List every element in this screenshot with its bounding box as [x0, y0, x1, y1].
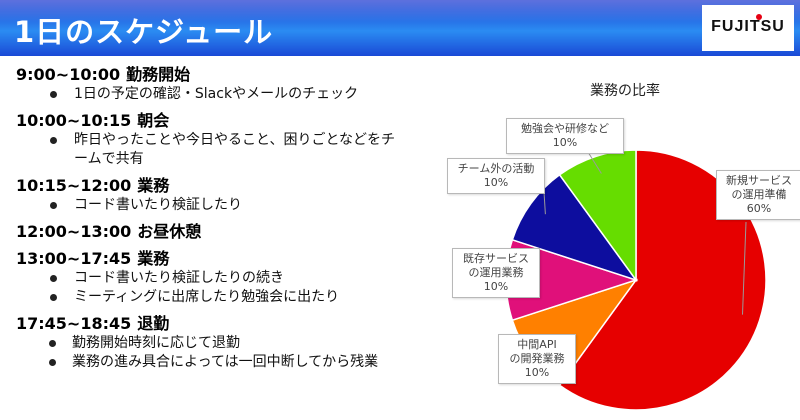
pie-data-label: チーム外の活動 10%: [447, 158, 545, 194]
schedule-item: 勤務開始時刻に応じて退勤: [16, 334, 436, 353]
bullet-icon: [49, 359, 56, 366]
pie-data-label: 既存サービス の運用業務 10%: [452, 248, 540, 298]
bullet-icon: [49, 340, 56, 347]
bullet-icon: [50, 91, 57, 98]
logo-text: FUJITSU: [711, 18, 785, 35]
pie-slice: [558, 149, 767, 411]
bullet-icon: [50, 202, 57, 209]
schedule-time: 10:00~10:15 朝会: [16, 111, 170, 130]
bullet-icon: [50, 137, 57, 144]
schedule-list: 9:00~10:00 勤務開始 1日の予定の確認・Slackやメールのチェック 1…: [16, 64, 436, 372]
schedule-item: コード書いたり検証したりの続き: [16, 269, 436, 288]
pie-data-label: 新規サービス の運用準備 60%: [716, 170, 800, 220]
pie-slice: [511, 173, 638, 282]
schedule-time: 13:00~17:45 業務: [16, 249, 170, 268]
pie-data-label: 勉強会や研修など 10%: [506, 118, 624, 154]
schedule-time: 10:15~12:00 業務: [16, 176, 170, 195]
page-title: 1日のスケジュール: [14, 15, 274, 49]
schedule-item: コード書いたり検証したり: [16, 196, 436, 215]
leader-line: [587, 151, 602, 174]
schedule-item: ミーティングに出席したり勉強会に出たり: [16, 288, 436, 307]
header-bar: 1日のスケジュール FUJITSU: [0, 0, 800, 56]
leader-line: [742, 221, 747, 315]
logo-dot-icon: [756, 14, 762, 20]
chart-title: 業務の比率: [590, 83, 660, 99]
schedule-item: 昨日やったことや今日やること、困りごとなどをチームで共有: [16, 131, 404, 169]
schedule-item: 業務の進み具合によっては一回中断してから残業: [16, 353, 436, 372]
bullet-icon: [50, 294, 57, 301]
fujitsu-logo: FUJITSU: [702, 5, 794, 51]
bullet-icon: [50, 275, 57, 282]
schedule-time: 17:45~18:45 退勤: [16, 314, 170, 333]
schedule-time: 9:00~10:00 勤務開始: [16, 65, 191, 84]
schedule-item: 1日の予定の確認・Slackやメールのチェック: [16, 85, 436, 104]
pie-slice: [558, 149, 637, 283]
pie-data-label: 中間API の開発業務 10%: [498, 334, 576, 384]
schedule-time: 12:00~13:00 お昼休憩: [16, 222, 202, 241]
